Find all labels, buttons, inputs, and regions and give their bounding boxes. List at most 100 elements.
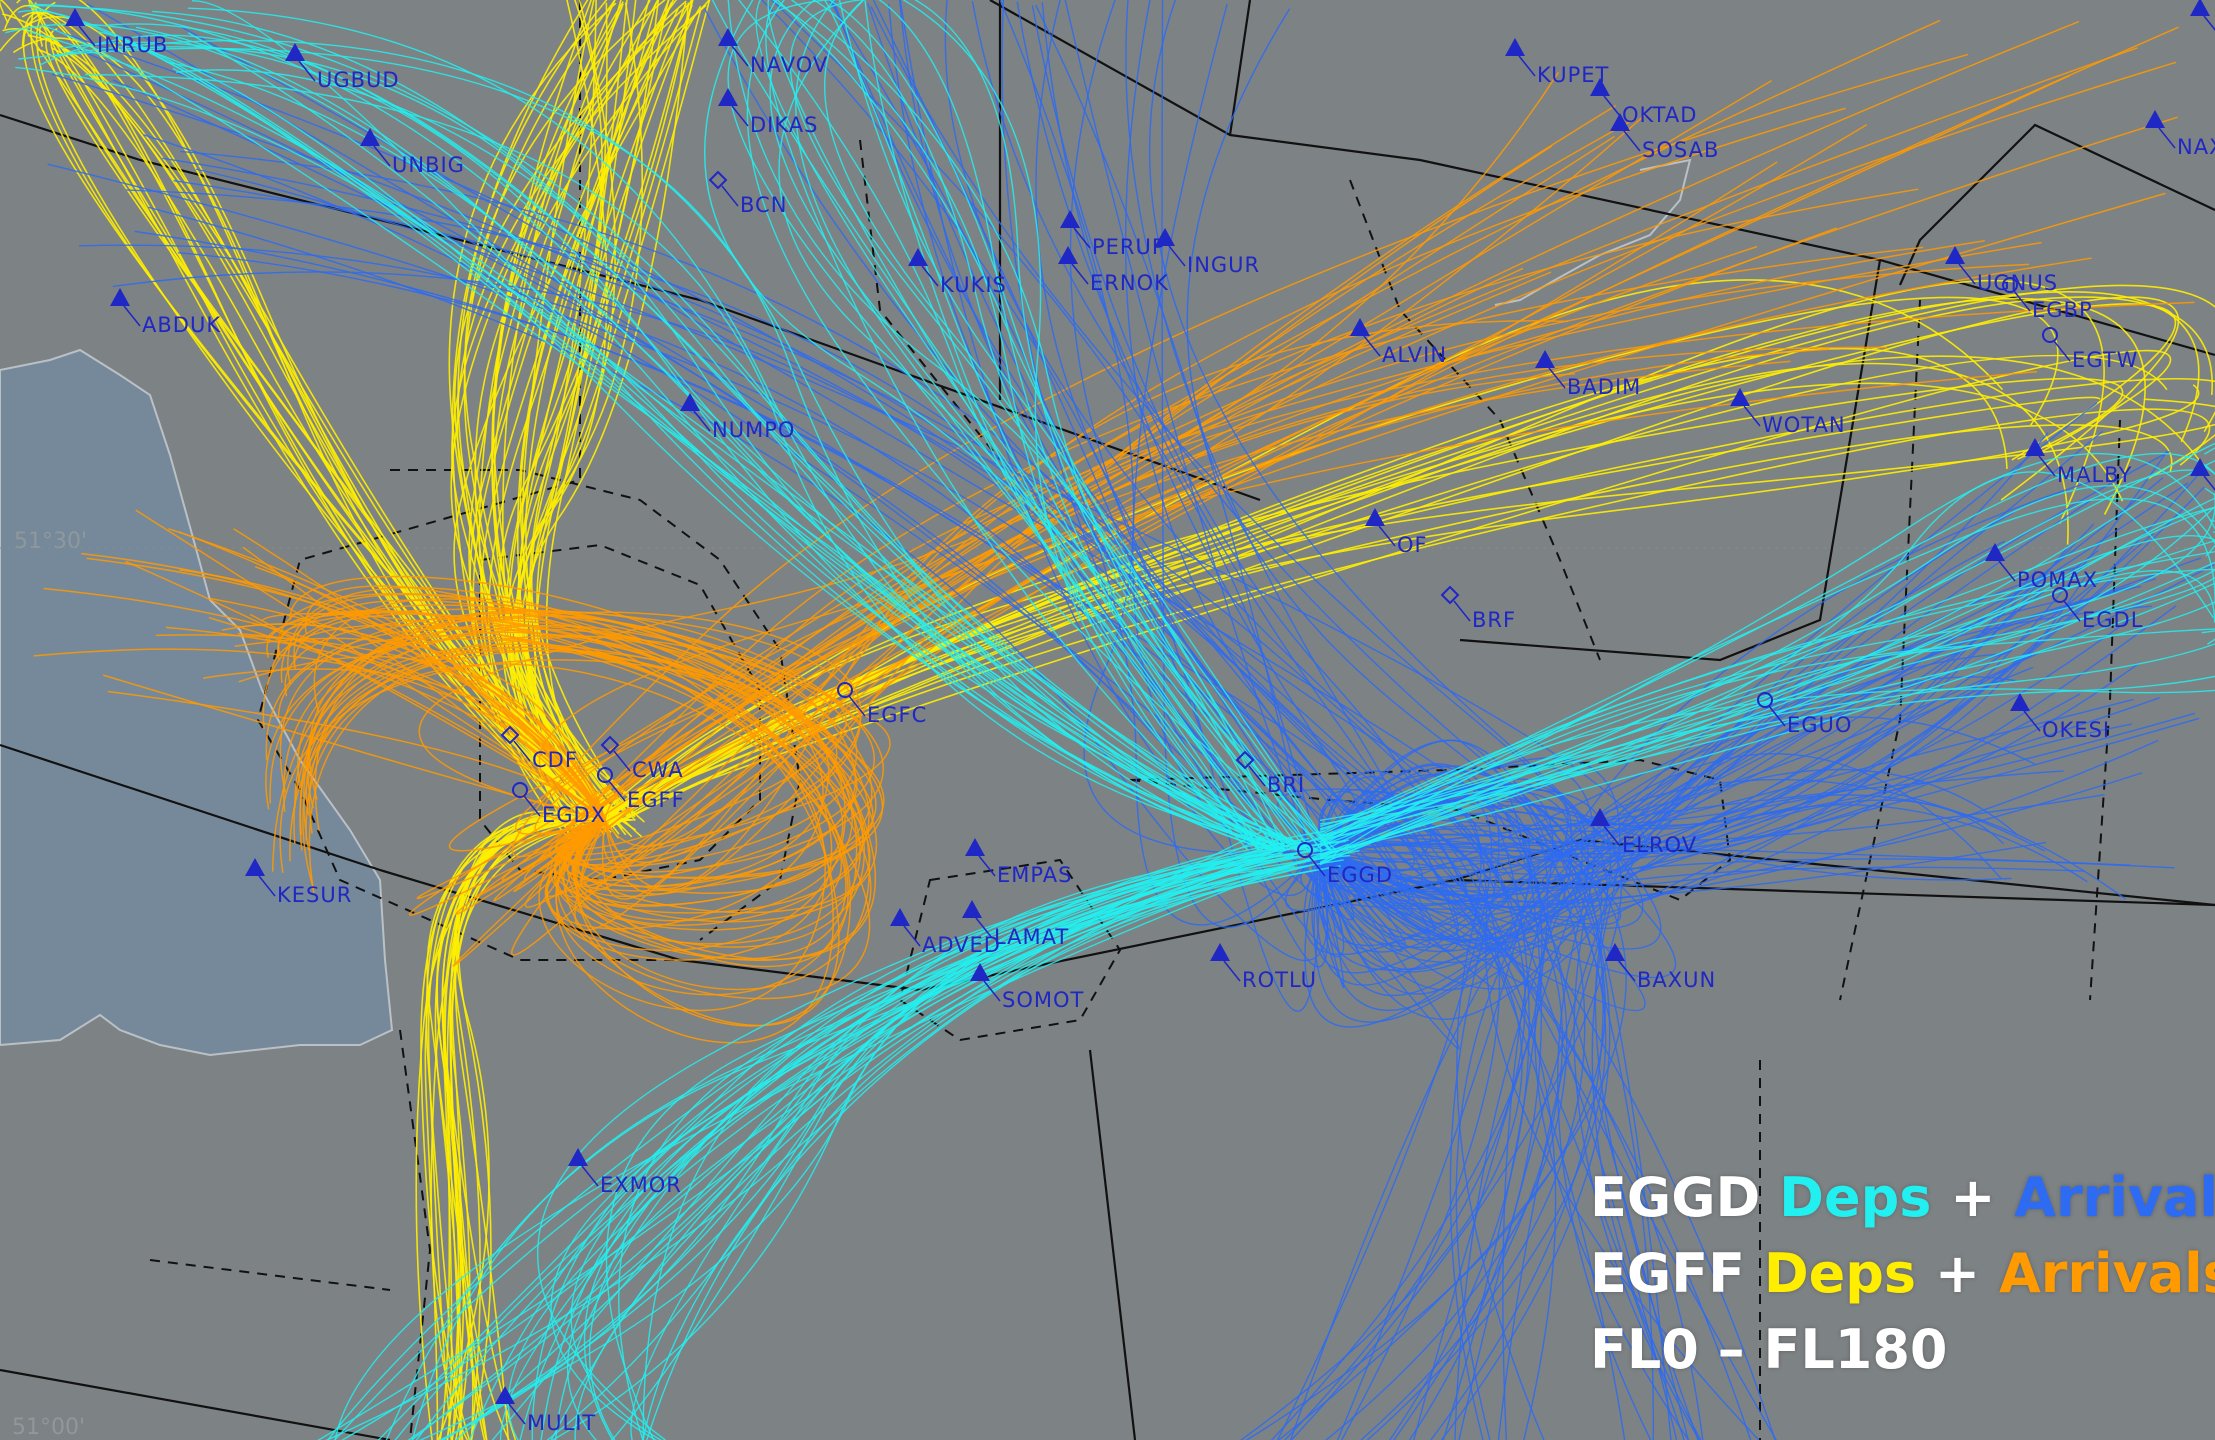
eggd-departure-track: [1319, 576, 2215, 865]
egff-arrival-track: [574, 117, 1638, 931]
waypoint-label: ALVIN: [1382, 343, 1447, 367]
waypoint-label: EGFC: [867, 703, 927, 727]
triangle-icon: [1155, 228, 1175, 246]
triangle-icon: [2010, 693, 2030, 711]
waypoint-leader-line: [1378, 525, 1396, 547]
triangle-icon: [245, 858, 265, 876]
egff-arrival-track: [271, 610, 884, 873]
eggd-departure-track: [60, 41, 1286, 851]
eggd-departure-track: [611, 837, 1310, 1440]
eggd-departure-track: [812, 0, 1297, 851]
waypoint-label: MALBY: [2057, 463, 2132, 487]
egff-arrival-track: [418, 71, 1560, 821]
triangle-icon: [1985, 543, 2005, 561]
waypoint-leader-line: [581, 1165, 599, 1187]
waypoint-leader-line: [921, 265, 939, 287]
eggd-departure-track: [823, 0, 1260, 851]
eggd-departure-track: [778, 0, 1301, 851]
waypoint-leader-line: [1548, 367, 1566, 389]
egff-arrival-track: [542, 113, 1647, 822]
eggd-arrival-track: [1317, 477, 2164, 893]
eggd-departure-track: [838, 0, 1332, 851]
waypoint-leader-line: [1518, 55, 1536, 77]
waypoint-label: MULIT: [527, 1411, 596, 1435]
eggd-arrival-track: [1300, 739, 2159, 910]
eggd-departure-track: [1319, 469, 2208, 839]
egff-arrival-track: [471, 227, 1838, 901]
waypoint-ernok: ERNOK: [1058, 246, 1168, 295]
waypoint-label: ABDUK: [142, 313, 221, 337]
waypoint-label: EMPAS: [997, 863, 1072, 887]
eggd-departure-track: [172, 67, 1275, 851]
eggd-arrival-track: [1319, 717, 2200, 905]
triangle-icon: [680, 393, 700, 411]
eggd-departure-track: [828, 0, 1332, 851]
egff-departure-track: [536, 0, 628, 806]
egff-arrival-track: [299, 609, 853, 922]
airspace-dashed-line: [399, 1029, 432, 1440]
eggd-departure-track: [491, 851, 1271, 1440]
eggd-arrival-track: [1319, 450, 2171, 1020]
egff-arrival-track: [125, 560, 606, 821]
eggd-departure-track: [411, 863, 1263, 1440]
airfield-icon: [512, 782, 528, 798]
eggd-departure-track: [727, 0, 1261, 851]
waypoint-cdf: CDF: [500, 725, 577, 772]
eggd-departure-track: [1319, 484, 2215, 859]
waypoint-label: INRUB: [97, 33, 168, 57]
waypoint-label: NAVOV: [750, 53, 828, 77]
egff-arrival-track: [305, 649, 870, 926]
legend-egff-arrivals: Arrivals: [1998, 1242, 2215, 1305]
triangle-icon: [908, 248, 928, 266]
eggd-arrival-track: [1317, 486, 2205, 858]
triangle-icon: [1350, 318, 1370, 336]
triangle-icon: [1610, 113, 1630, 131]
eggd-arrival-track: [1319, 739, 1543, 1440]
egff-arrival-track: [604, 104, 1617, 895]
airspace-boundary-line: [989, 0, 2215, 357]
eggd-arrival-track: [1319, 650, 2013, 926]
waypoint-adved: ADVED: [890, 908, 1000, 957]
waypoint-leader-line: [983, 980, 1001, 1002]
waypoint-leader-line: [1308, 855, 1326, 877]
eggd-departure-track: [44, 25, 1273, 851]
eggd-arrival-track: [1319, 793, 2105, 851]
eggd-departure-track: [1319, 539, 2215, 827]
legend-row-eggd: EGGD Deps + Arrivals: [1590, 1160, 2215, 1236]
eggd-departure-track: [1319, 570, 2215, 843]
egff-departure-track: [604, 296, 2059, 824]
waypoint-leader-line: [1071, 263, 1089, 285]
triangle-icon: [110, 288, 130, 306]
waypoint-exmor: EXMOR: [568, 1148, 681, 1197]
waypoint-label: OKESI: [2042, 718, 2110, 742]
waypoint-leader-line: [123, 305, 141, 327]
eggd-departure-track: [176, 69, 1272, 851]
waypoint-okesi: OKESI: [2010, 693, 2110, 742]
egff-arrival-track: [448, 74, 2071, 852]
eggd-departure-track: [137, 46, 1276, 851]
triangle-icon: [890, 908, 910, 926]
airspace-boundary-line: [1459, 259, 1882, 662]
waypoint-navov: NAVOV: [718, 28, 828, 77]
legend-eggd-deps: Deps: [1779, 1166, 1932, 1229]
eggd-departure-track: [566, 829, 1265, 1440]
eggd-departure-track: [97, 31, 1310, 851]
waypoint-label: PERUP: [1092, 235, 1166, 259]
eggd-departure-track: [1319, 505, 2215, 866]
legend-egff-deps: Deps: [1763, 1242, 1917, 1305]
eggd-departure-tracks: [5, 0, 2215, 1440]
waypoint-somot: SOMOT: [970, 963, 1083, 1012]
egff-arrival-track: [102, 674, 606, 821]
triangle-icon: [65, 8, 85, 26]
waypoint-bcn: BCN: [708, 170, 786, 217]
eggd-arrival-track: [1319, 797, 1531, 1440]
legend-eggd-airport: EGGD: [1590, 1166, 1761, 1229]
eggd-departure-track: [902, 0, 1278, 851]
eggd-arrival-track: [1319, 480, 2093, 995]
waypoint-label: ELROV: [1622, 833, 1697, 857]
waypoint-lamat: LAMAT: [962, 900, 1068, 949]
egff-departure-track: [530, 0, 631, 818]
egff-arrival-track: [284, 617, 830, 888]
eggd-departure-track: [755, 0, 1285, 851]
waypoint-leader-line: [1998, 560, 2016, 582]
